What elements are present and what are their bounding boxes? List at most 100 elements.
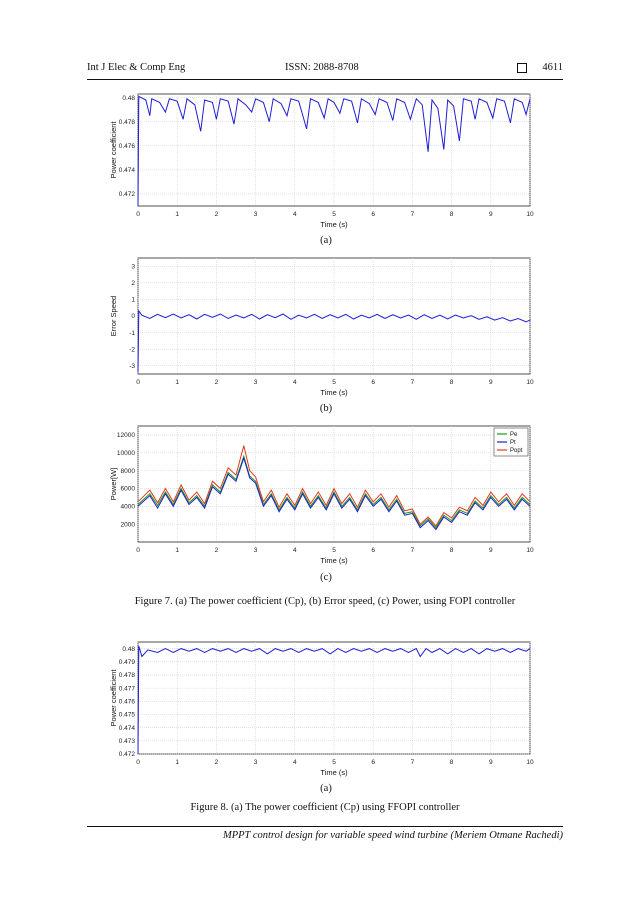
- y-tick-label: 1: [131, 297, 135, 304]
- x-tick-label: 4: [293, 547, 297, 554]
- y-tick-label: 0.472: [119, 751, 136, 758]
- y-axis-label: Error Speed: [109, 296, 118, 336]
- chart-fig7b-error-speed: 0 1 2 3 4 5 6 7 8 9 10 -3 -2 -1 0 1 2 3 Time (s) Error Spee…: [109, 257, 534, 397]
- y-tick-label: 0.478: [119, 672, 136, 679]
- series-line-main: [137, 645, 531, 755]
- x-tick-label: 3: [254, 379, 258, 386]
- journal-name: Int J Elec & Comp Eng: [87, 62, 186, 73]
- y-tick-label: 0.474: [119, 167, 136, 174]
- x-tick-label: 3: [254, 759, 258, 766]
- x-tick-label: 5: [332, 379, 336, 386]
- y-tick-label: 0.477: [119, 685, 136, 692]
- x-tick-label: 9: [489, 547, 493, 554]
- series-line-main: [137, 95, 531, 207]
- x-tick-label: 0: [136, 211, 140, 218]
- subcaption-7b: (b): [319, 403, 333, 414]
- x-tick-label: 7: [411, 547, 415, 554]
- y-tick-label: 0.474: [119, 725, 136, 732]
- running-header: Int J Elec & Comp Eng ISSN: 2088-8708 46…: [87, 62, 563, 78]
- legend-label: Popt: [510, 448, 523, 454]
- x-tick-label: 8: [450, 759, 454, 766]
- y-tick-label: 0.473: [119, 738, 136, 745]
- header-rule: [87, 79, 563, 80]
- series-line-pe: [137, 454, 531, 529]
- figure7-caption: Figure 7. (a) The power coefficient (Cp)…: [134, 596, 516, 607]
- y-axis-label: Power coefficient: [109, 669, 118, 727]
- y-tick-label: 8000: [121, 468, 136, 475]
- x-tick-label: 4: [293, 759, 297, 766]
- legend-label: Pt: [510, 440, 516, 446]
- x-tick-label: 5: [332, 547, 336, 554]
- y-tick-label: 0.48: [122, 95, 135, 102]
- x-tick-label: 7: [411, 379, 415, 386]
- x-tick-label: 6: [371, 759, 375, 766]
- chart-fig8a-power-coefficient: 0 1 2 3 4 5 6 7 8 9 10 0.472 0.473 0.474 0.475 0.476 0.4…: [109, 641, 534, 777]
- y-axis-label: Power coefficient: [109, 121, 118, 179]
- x-tick-label: 8: [450, 379, 454, 386]
- page-number: 4611: [542, 62, 563, 73]
- x-tick-label: 0: [136, 547, 140, 554]
- x-axis-label: Time (s): [320, 768, 348, 777]
- x-tick-label: 8: [450, 547, 454, 554]
- x-tick-label: 5: [332, 211, 336, 218]
- x-tick-label: 7: [411, 211, 415, 218]
- x-tick-label: 6: [371, 211, 375, 218]
- x-tick-label: 0: [136, 759, 140, 766]
- y-tick-label: 0.475: [119, 712, 136, 719]
- y-tick-label: 0.478: [119, 119, 136, 126]
- x-tick-label: 6: [371, 379, 375, 386]
- x-tick-label: 1: [175, 379, 179, 386]
- x-tick-label: 8: [450, 211, 454, 218]
- y-tick-label: 0.479: [119, 659, 136, 666]
- x-tick-label: 3: [254, 547, 258, 554]
- y-tick-label: -2: [129, 346, 135, 353]
- x-tick-label: 9: [489, 379, 493, 386]
- y-tick-label: 10000: [117, 450, 135, 457]
- chart-fig7c-power: 0 1 2 3 4 5 6 7 8 9 10 2000 4000 6000 8000 10000 12000 Ti…: [109, 425, 534, 565]
- y-tick-label: 2000: [121, 521, 136, 528]
- issn: ISSN: 2088-8708: [285, 62, 359, 73]
- series-line-main: [137, 309, 531, 373]
- y-axis-label: Power[W]: [109, 468, 118, 501]
- x-tick-label: 4: [293, 379, 297, 386]
- x-tick-label: 6: [371, 547, 375, 554]
- checkbox-icon: [517, 63, 527, 73]
- y-tick-label: 0.476: [119, 143, 136, 150]
- x-tick-label: 10: [526, 759, 534, 766]
- running-footer: MPPT control design for variable speed w…: [222, 830, 563, 841]
- x-tick-label: 0: [136, 379, 140, 386]
- y-tick-label: 2: [131, 280, 135, 287]
- x-tick-label: 2: [215, 379, 219, 386]
- x-tick-label: 2: [215, 211, 219, 218]
- x-tick-label: 9: [489, 211, 493, 218]
- series-line-popt: [137, 445, 531, 527]
- x-axis-label: Time (s): [320, 556, 348, 565]
- x-tick-label: 2: [215, 759, 219, 766]
- legend-label: Pe: [510, 432, 518, 438]
- y-tick-label: 0.476: [119, 698, 136, 705]
- x-tick-label: 1: [175, 211, 179, 218]
- series-line-pt: [137, 456, 531, 531]
- y-tick-label: 6000: [121, 486, 136, 493]
- y-tick-label: 4000: [121, 504, 136, 511]
- x-axis-label: Time (s): [320, 220, 348, 229]
- x-tick-label: 4: [293, 211, 297, 218]
- subcaption-8a: (a): [320, 783, 332, 794]
- footer-rule: [87, 826, 563, 827]
- subcaption-7c: (c): [320, 572, 332, 583]
- x-tick-label: 9: [489, 759, 493, 766]
- y-tick-label: 0.472: [119, 191, 136, 198]
- x-axis-label: Time (s): [320, 388, 348, 397]
- x-tick-label: 1: [175, 759, 179, 766]
- x-tick-label: 5: [332, 759, 336, 766]
- y-tick-label: 12000: [117, 432, 135, 439]
- y-tick-label: 0.48: [122, 646, 135, 653]
- y-tick-label: -1: [129, 330, 135, 337]
- x-tick-label: 7: [411, 759, 415, 766]
- y-tick-label: 3: [131, 263, 135, 270]
- figure8-caption: Figure 8. (a) The power coefficient (Cp)…: [190, 802, 460, 813]
- y-tick-label: 0: [131, 313, 135, 320]
- x-tick-label: 1: [175, 547, 179, 554]
- x-tick-label: 3: [254, 211, 258, 218]
- chart-fig7a-power-coefficient: 0 1 2 3 4 5 6 7 8 9 10 0.472 0.474 0.476 0.478 0.48 Time…: [109, 93, 534, 229]
